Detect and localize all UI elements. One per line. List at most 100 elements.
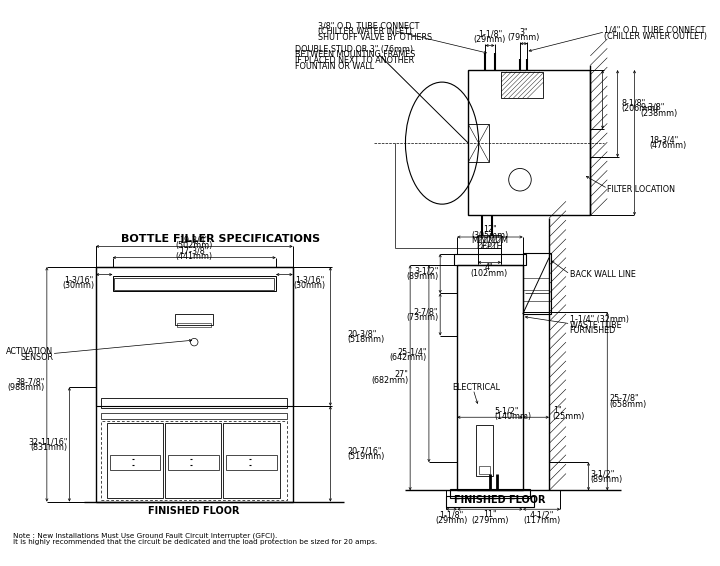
Text: (73mm): (73mm) — [406, 313, 438, 322]
Text: 1-3/16": 1-3/16" — [64, 276, 94, 285]
Text: SENSOR: SENSOR — [20, 353, 53, 362]
Text: (30mm): (30mm) — [294, 281, 325, 290]
Text: 3": 3" — [519, 28, 528, 37]
Text: 25-7/8": 25-7/8" — [609, 394, 639, 403]
Text: 5-1/2": 5-1/2" — [495, 406, 519, 415]
Bar — [226, 455, 277, 470]
Text: DEPTH: DEPTH — [477, 242, 503, 251]
Text: DOUBLE STUD OR 3" (76mm): DOUBLE STUD OR 3" (76mm) — [294, 45, 413, 54]
Bar — [107, 423, 163, 498]
Bar — [177, 323, 211, 327]
Text: BOTTLE FILLER SPECIFICATIONS: BOTTLE FILLER SPECIFICATIONS — [121, 234, 320, 244]
Text: 1-1/8": 1-1/8" — [478, 30, 502, 38]
Text: 12": 12" — [483, 225, 497, 234]
Text: (502mm): (502mm) — [176, 241, 213, 250]
Bar — [102, 421, 287, 500]
Text: (102mm): (102mm) — [470, 269, 508, 278]
Text: (518mm): (518mm) — [347, 335, 384, 344]
Text: 18-3/4": 18-3/4" — [649, 136, 679, 145]
Text: (89mm): (89mm) — [406, 272, 438, 281]
Bar — [102, 414, 287, 419]
Bar — [96, 267, 293, 406]
Text: (519mm): (519mm) — [347, 452, 384, 461]
Text: 4": 4" — [485, 264, 493, 272]
Bar — [446, 496, 534, 507]
Text: (476mm): (476mm) — [649, 142, 687, 151]
Text: 9-3/8": 9-3/8" — [640, 103, 665, 112]
Text: 8-1/8": 8-1/8" — [621, 98, 646, 108]
Text: (642mm): (642mm) — [390, 353, 427, 362]
Text: ACTIVATION: ACTIVATION — [6, 347, 53, 356]
Text: (831mm): (831mm) — [30, 443, 68, 452]
Text: (30mm): (30mm) — [63, 281, 95, 290]
Text: 20-7/16": 20-7/16" — [347, 447, 382, 456]
Bar — [176, 314, 213, 325]
Text: (CHILLER WATER INLET): (CHILLER WATER INLET) — [318, 27, 412, 36]
Bar — [478, 235, 501, 248]
Text: (CHILLER WATER OUTLET): (CHILLER WATER OUTLET) — [605, 32, 708, 41]
Text: (305mm): (305mm) — [472, 230, 508, 239]
Bar — [168, 455, 219, 470]
Text: WASTE TUBE: WASTE TUBE — [570, 321, 621, 330]
Bar — [109, 455, 161, 470]
Text: 2-7/8": 2-7/8" — [414, 307, 438, 316]
Bar — [468, 70, 590, 216]
Text: 1/4" O.D. TUBE CONNECT: 1/4" O.D. TUBE CONNECT — [605, 26, 706, 35]
Text: (79mm): (79mm) — [508, 33, 540, 42]
Text: 4-1/2": 4-1/2" — [529, 511, 554, 520]
Bar — [112, 276, 276, 291]
Text: 17-3/8": 17-3/8" — [179, 247, 209, 256]
Text: FURNISHED: FURNISHED — [570, 327, 616, 336]
Text: FINISHED FLOOR: FINISHED FLOOR — [454, 495, 545, 505]
Text: FILTER LOCATION: FILTER LOCATION — [607, 185, 675, 194]
Bar — [457, 265, 523, 491]
Bar — [501, 72, 544, 98]
Text: (29mm): (29mm) — [474, 35, 506, 44]
Text: (238mm): (238mm) — [640, 109, 678, 118]
Text: (89mm): (89mm) — [590, 475, 623, 484]
Text: 1": 1" — [553, 406, 562, 415]
Bar — [479, 466, 490, 474]
Text: FOUNTAIN OR WALL: FOUNTAIN OR WALL — [294, 62, 374, 71]
Bar — [454, 254, 526, 265]
Text: (29mm): (29mm) — [436, 516, 467, 525]
Bar — [96, 267, 293, 501]
Text: (140mm): (140mm) — [495, 412, 532, 421]
Text: 3-1/2": 3-1/2" — [590, 469, 615, 478]
Text: IF PLACED NEXT TO ANOTHER: IF PLACED NEXT TO ANOTHER — [294, 56, 414, 65]
Text: MINIMUM: MINIMUM — [472, 236, 508, 245]
Text: It is highly recommended that the circuit be dedicated and the load protection b: It is highly recommended that the circui… — [13, 539, 377, 545]
Text: BACK WALL LINE: BACK WALL LINE — [570, 270, 636, 279]
Bar — [523, 253, 551, 314]
Text: (441mm): (441mm) — [176, 252, 213, 261]
Text: 3-1/2": 3-1/2" — [414, 266, 438, 275]
Text: 19-3/4": 19-3/4" — [179, 235, 209, 245]
Text: (658mm): (658mm) — [609, 400, 647, 409]
Text: 32-11/16": 32-11/16" — [28, 437, 68, 446]
Bar — [476, 424, 492, 477]
Text: Note : New Installations Must Use Ground Fault Circuit Interrupter (GFCI).: Note : New Installations Must Use Ground… — [13, 532, 277, 539]
Bar — [114, 278, 274, 290]
Text: BETWEEN MOUNTING FRAMES: BETWEEN MOUNTING FRAMES — [294, 50, 415, 59]
Text: 1-1/4" (32mm): 1-1/4" (32mm) — [570, 315, 629, 324]
Text: (279mm): (279mm) — [471, 516, 509, 525]
Text: 25-1/4": 25-1/4" — [397, 347, 427, 356]
Text: (682mm): (682mm) — [371, 376, 408, 385]
Bar — [449, 488, 531, 498]
Text: 1-3/16": 1-3/16" — [295, 276, 324, 285]
Text: 27": 27" — [395, 371, 408, 379]
Text: FINISHED FLOOR: FINISHED FLOOR — [148, 506, 240, 516]
Text: (25mm): (25mm) — [553, 412, 585, 421]
Text: (117mm): (117mm) — [523, 516, 560, 525]
Bar — [468, 125, 489, 162]
Text: SHUT OFF VALVE BY OTHERS: SHUT OFF VALVE BY OTHERS — [318, 33, 432, 41]
Text: 38-7/8": 38-7/8" — [16, 377, 45, 386]
Text: ELECTRICAL: ELECTRICAL — [452, 383, 500, 392]
Text: (206mm): (206mm) — [621, 104, 659, 113]
Bar — [165, 423, 222, 498]
Bar — [102, 398, 287, 408]
Text: 20-3/8": 20-3/8" — [347, 329, 377, 338]
Text: (988mm): (988mm) — [8, 383, 45, 392]
Bar — [223, 423, 279, 498]
Text: 11": 11" — [483, 511, 497, 520]
